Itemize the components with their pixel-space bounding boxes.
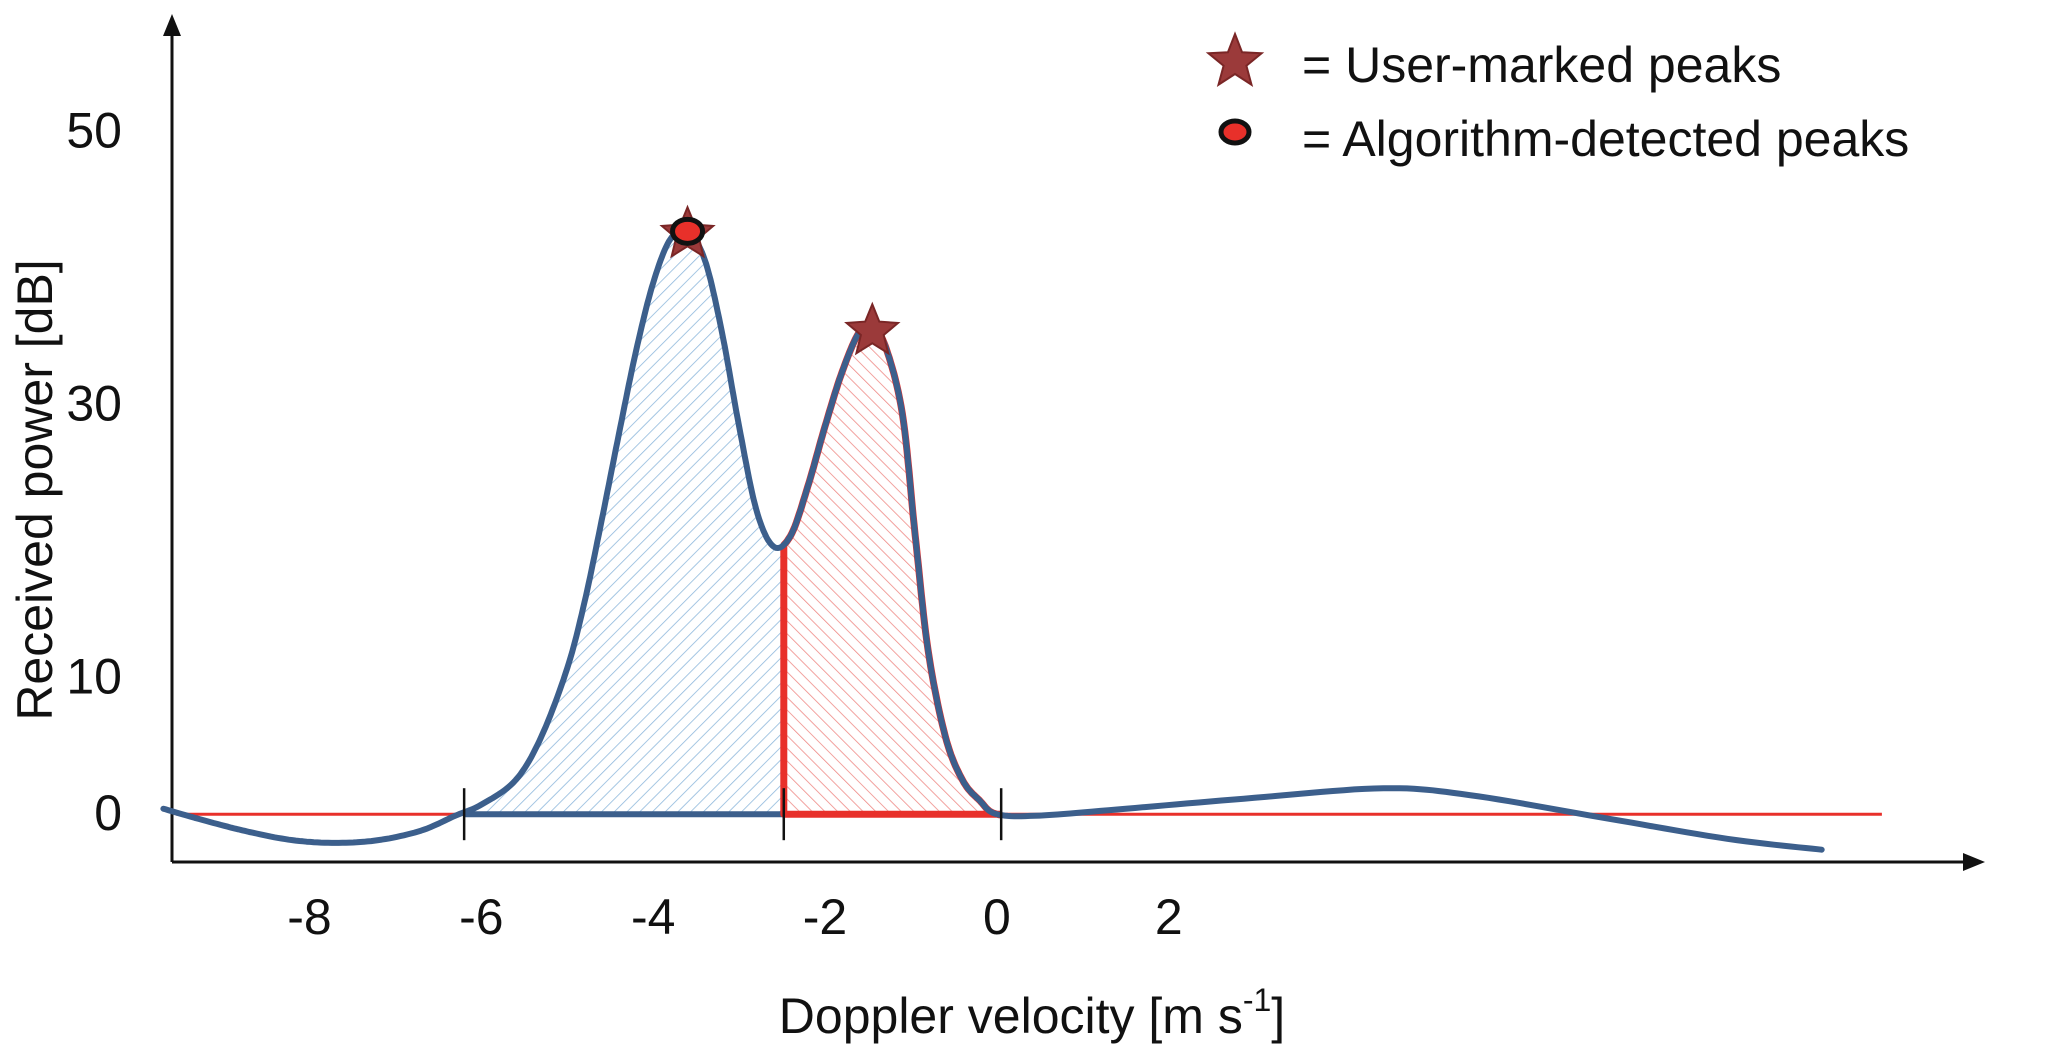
- y-axis-title: Received power [dB]: [7, 259, 63, 720]
- legend-dot-icon: [1218, 118, 1252, 146]
- x-tick-label: 0: [983, 889, 1011, 945]
- y-tick-label: 30: [66, 375, 122, 431]
- boundary-ticks: [462, 788, 1003, 841]
- y-tick-label: 0: [94, 785, 122, 841]
- x-tick-label: -2: [803, 889, 847, 945]
- region-right-peak: [783, 327, 1002, 816]
- x-tick-label: -8: [287, 889, 331, 945]
- y-tick-labels: 0 10 30 50: [66, 102, 122, 841]
- y-tick-label: 10: [66, 649, 122, 705]
- legend-label: = Algorithm-detected peaks: [1302, 111, 1909, 167]
- x-axis-title: Doppler velocity [m s-1]: [779, 982, 1285, 1044]
- region-left-peak: [464, 230, 784, 815]
- x-axis-arrowhead: [1963, 853, 1985, 871]
- algorithm-detected-peak-dot: [670, 216, 706, 246]
- x-tick-label: 2: [1155, 889, 1183, 945]
- legend: = User-marked peaks = Algorithm-detected …: [1205, 31, 1909, 167]
- x-tick-labels: -8 -6 -4 -2 0 2: [287, 889, 1182, 945]
- x-axis-title-close: ]: [1271, 988, 1285, 1044]
- legend-label: = User-marked peaks: [1302, 37, 1781, 93]
- x-axis-title-text: Doppler velocity [m s: [779, 988, 1243, 1044]
- user-marked-peak-star: [844, 301, 901, 356]
- peak-markers: [659, 204, 901, 356]
- spectrum-curve: [160, 227, 1825, 853]
- x-tick-label: -4: [631, 889, 675, 945]
- y-axis-arrowhead: [163, 14, 181, 36]
- x-tick-label: -6: [459, 889, 503, 945]
- x-axis-title-exponent: -1: [1243, 982, 1271, 1018]
- legend-star-icon: [1205, 31, 1265, 87]
- y-tick-label: 50: [66, 102, 122, 158]
